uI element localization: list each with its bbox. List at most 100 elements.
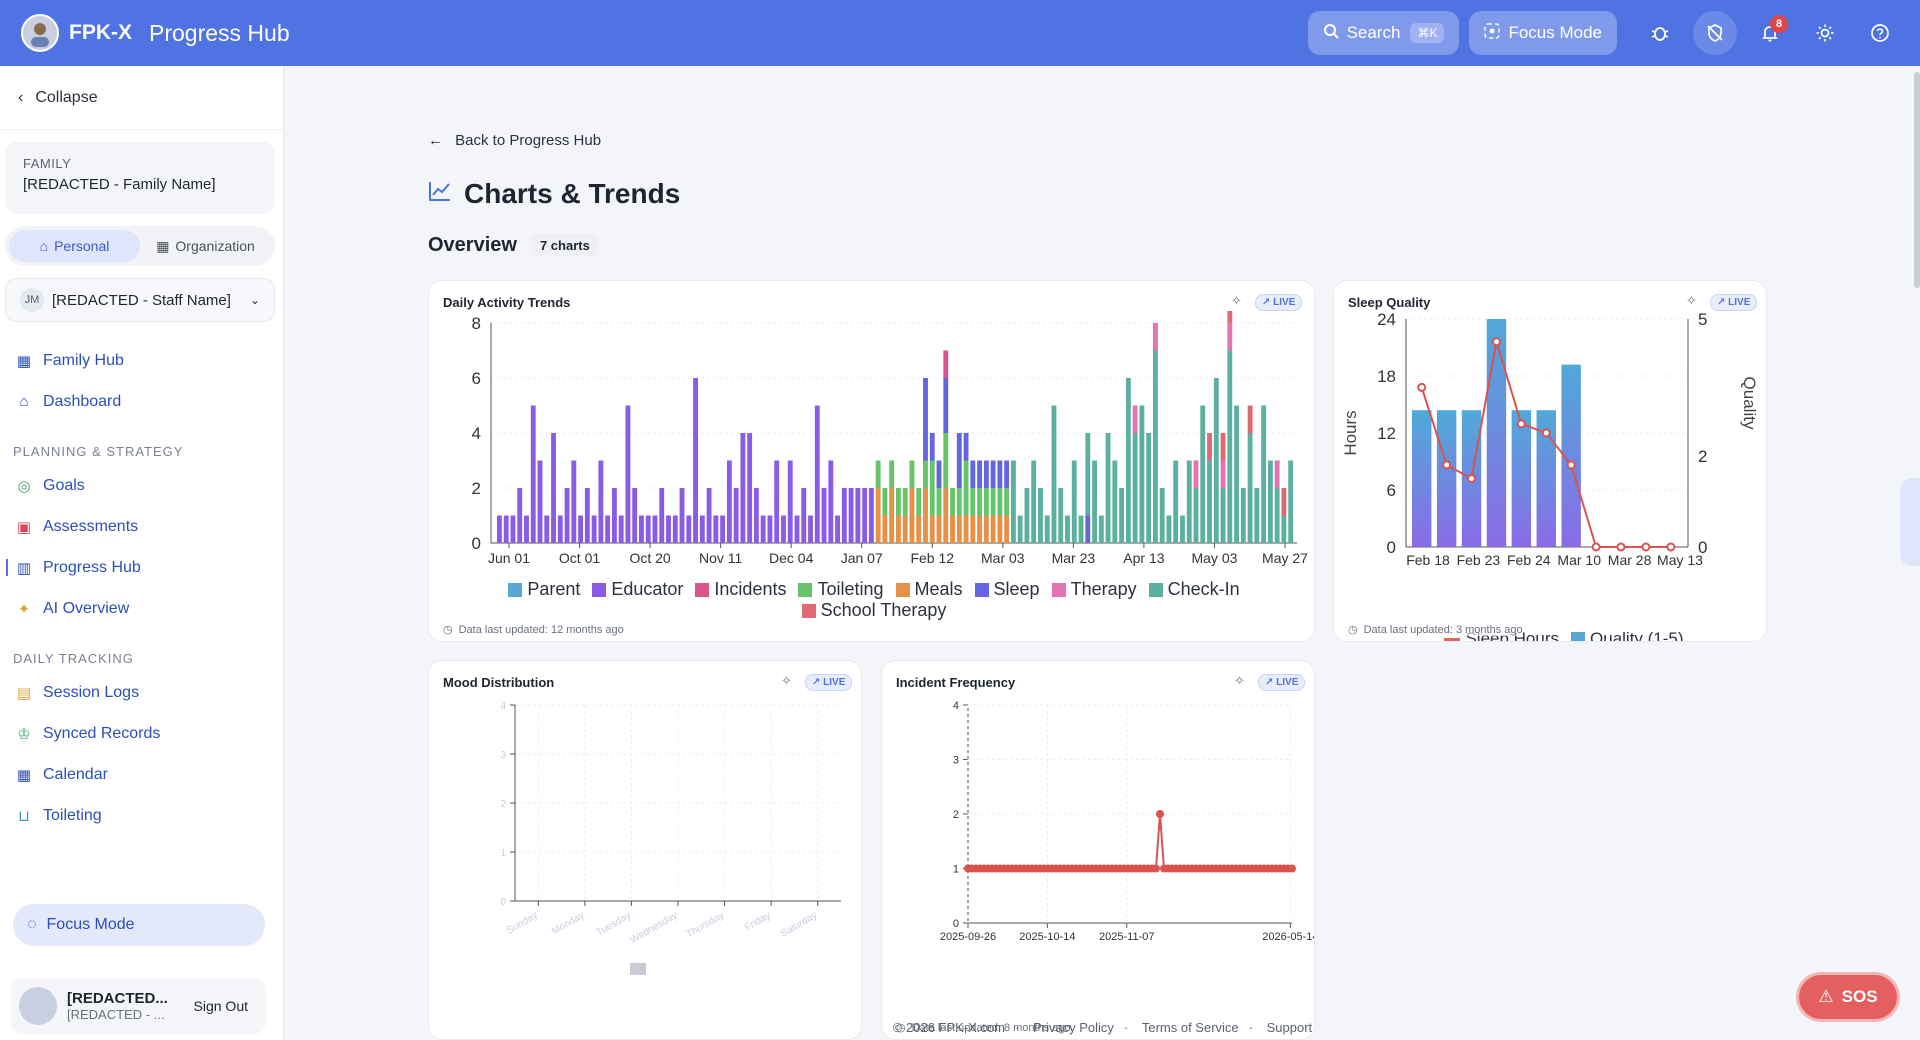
sleep-hours-point [1641, 542, 1651, 552]
bar-segment [1038, 488, 1043, 543]
legend-item[interactable]: Toileting [798, 579, 884, 600]
nav-progress-hub[interactable]: ▥ Progress Hub [0, 547, 283, 588]
legend-item[interactable]: Educator [592, 579, 683, 600]
notifications-button[interactable]: 8 [1748, 11, 1792, 55]
ai-sparkle-icon[interactable]: ✧ [1686, 293, 1697, 308]
sos-button[interactable]: ⚠ SOS [1796, 972, 1900, 1022]
user-avatar[interactable] [19, 987, 57, 1025]
ai-sparkle-icon[interactable]: ✧ [781, 673, 792, 688]
y-right-tick-label: 2 [1698, 447, 1707, 466]
y-tick-label: 0 [953, 918, 959, 930]
legend-item[interactable]: Parent [508, 579, 580, 600]
alarm-icon: ⚠ [1818, 987, 1834, 1006]
ai-sparkle-icon[interactable]: ✧ [1234, 673, 1245, 688]
nav-session-logs[interactable]: ▤ Session Logs [0, 672, 283, 713]
daily-activity-card: Daily Activity Trends ✧ ↗ LIVE 0 2 4 6 8 Jun … [428, 280, 1315, 642]
bath-icon: ⊔ [18, 807, 30, 825]
bar-segment [956, 515, 962, 543]
bar-segment [1180, 515, 1185, 543]
bar-segment [1044, 515, 1050, 543]
card-footer: ◷ Data last updated: 3 months ago [1348, 623, 1523, 636]
bar-segment [733, 488, 739, 543]
back-label: Back to Progress Hub [455, 132, 602, 149]
staff-selector[interactable]: JM [REDACTED - Staff Name] ⌄ [5, 278, 275, 322]
bar-segment [1071, 460, 1077, 543]
help-button[interactable] [1858, 11, 1902, 55]
sidebar-focus-mode-button[interactable]: ◌ Focus Mode [13, 904, 265, 946]
theme-toggle-button[interactable] [1803, 11, 1847, 55]
logo-avatar[interactable] [21, 14, 59, 52]
nav-dashboard[interactable]: ⌂ Dashboard [0, 381, 283, 422]
search-button[interactable]: Search ⌘K [1307, 11, 1460, 55]
scrollbar[interactable] [1914, 72, 1920, 288]
back-link[interactable]: ← Back to Progress Hub [428, 132, 601, 149]
x-tick-label: Saturday [779, 910, 819, 940]
legend-swatch [630, 963, 646, 975]
bar-segment [1004, 515, 1010, 543]
legend-item[interactable]: Check-In [1148, 579, 1240, 600]
bar-segment [1078, 515, 1084, 543]
privacy-link[interactable]: Privacy Policy [1032, 1020, 1114, 1035]
chart-count-badge: 7 charts [530, 234, 599, 257]
sleep-quality-chart: 0 6 12 18 24 0 2 5 Hours Quality Feb 18 Feb 23 Feb 2… [1341, 311, 1759, 568]
updated-text: Data last updated: 8 months ago [911, 1022, 1071, 1034]
calendar-icon: ▦ [16, 766, 32, 784]
support-link[interactable]: Support [1266, 1020, 1313, 1035]
nav-goals[interactable]: ◎ Goals [0, 465, 283, 506]
nav-label: AI Overview [43, 599, 130, 617]
x-tick-label: Mar 28 [1608, 552, 1652, 568]
bar-segment [1119, 488, 1125, 543]
nav-family-hub[interactable]: ▦ Family Hub [0, 340, 283, 381]
legend-item[interactable]: Incidents [695, 579, 786, 600]
x-tick-label: 2026-05-14 [1262, 931, 1314, 943]
sign-out-button[interactable]: Sign Out [193, 998, 248, 1014]
bar-segment [1058, 488, 1064, 543]
x-tick-label: 2025-10-14 [1019, 931, 1075, 943]
brand-name[interactable]: FPK-X [69, 21, 132, 44]
bar-segment [1098, 515, 1104, 543]
x-tick-label: Thursday [684, 910, 726, 940]
y-left-tick-label: 0 [1387, 538, 1396, 557]
page-footer: © 2026 FPK-X.com · Privacy Policy · Terms … [892, 1020, 1313, 1035]
shield-toggle-button[interactable] [1693, 11, 1737, 55]
focus-mode-button[interactable]: Focus Mode [1469, 11, 1617, 55]
x-tick-label: Dec 04 [769, 550, 814, 566]
sleep-quality-card: Sleep Quality ✧ ↗ LIVE 0 6 12 18 24 0 2 5 Hours Q… [1333, 280, 1767, 642]
quality-bar [1486, 319, 1507, 547]
bar-segment [1254, 488, 1260, 543]
nav-toileting[interactable]: ⊔ Toileting [0, 795, 283, 836]
family-selector[interactable]: FAMILY [REDACTED - Family Name] [5, 142, 275, 214]
bug-report-button[interactable] [1638, 11, 1682, 55]
organization-tab[interactable]: ▦ Organization [140, 230, 271, 262]
collapse-button[interactable]: ‹ Collapse [0, 66, 283, 130]
side-drawer-tab[interactable] [1900, 478, 1920, 566]
ai-sparkle-icon[interactable]: ✧ [1231, 293, 1242, 308]
legend-item[interactable]: School Therapy [801, 600, 946, 621]
nav-calendar[interactable]: ▦ Calendar [0, 754, 283, 795]
personal-tab[interactable]: ⌂ Personal [9, 230, 140, 262]
top-bar: FPK-X Progress Hub Search ⌘K Focus Mode … [0, 0, 1920, 66]
legend-item[interactable]: Quality (1-5) [1571, 629, 1684, 641]
legend-item[interactable]: Sleep [974, 579, 1040, 600]
y-left-tick-label: 6 [1387, 481, 1396, 500]
incident-point [1288, 864, 1296, 873]
bar-segment [929, 460, 935, 516]
x-tick-label: Wednesday [628, 910, 679, 946]
bar-segment [787, 460, 793, 543]
y-tick-label: 4 [472, 424, 481, 443]
incident-frequency-card: Incident Frequency ✧ ↗ LIVE 0 1 2 3 4 2025-09… [881, 660, 1315, 1040]
nav-synced-records[interactable]: ♔ Synced Records [0, 713, 283, 754]
x-tick-label: Feb 24 [1507, 552, 1551, 568]
terms-link[interactable]: Terms of Service [1141, 1020, 1239, 1035]
bar-segment [983, 460, 989, 488]
x-tick-label: Oct 20 [629, 550, 670, 566]
bar-segment [1288, 460, 1294, 543]
legend-item[interactable]: Meals [895, 579, 963, 600]
bar-segment [848, 488, 854, 543]
nav-ai-overview[interactable]: ✦ AI Overview [0, 588, 283, 629]
legend-item[interactable]: Therapy [1051, 579, 1137, 600]
nav-assessments[interactable]: ▣ Assessments [0, 506, 283, 547]
user-card: [REDACTED... [REDACTED - ... Sign Out [11, 978, 266, 1034]
x-tick-label: Feb 18 [1406, 552, 1450, 568]
card-footer: ◷ Data last updated: 12 months ago [443, 623, 624, 636]
